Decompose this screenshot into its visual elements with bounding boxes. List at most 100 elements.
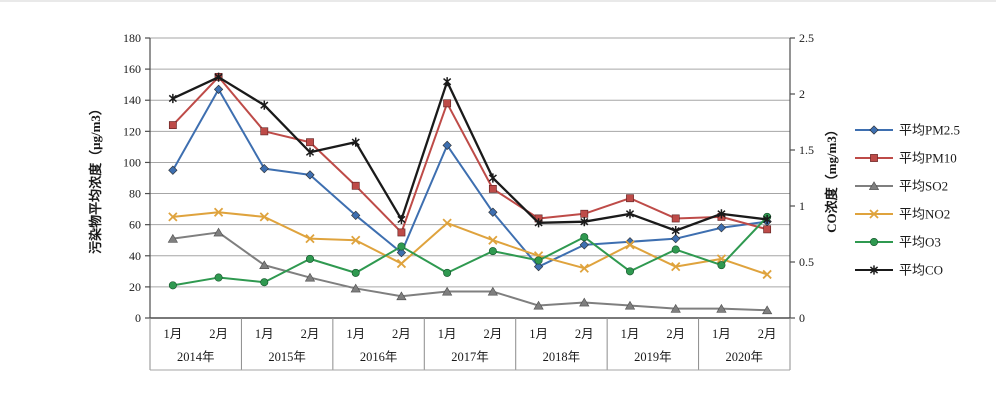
square-marker (168, 121, 177, 130)
square-marker (488, 184, 497, 193)
diamond-marker (488, 207, 498, 217)
triangle-marker (670, 303, 681, 313)
circle-marker (214, 273, 223, 282)
square-marker (397, 228, 406, 237)
diamond-marker (213, 84, 224, 94)
triangle-marker (716, 303, 727, 313)
series-line (172, 76, 768, 232)
year-tick-label: 2019年 (634, 350, 672, 364)
circle-marker (534, 256, 543, 265)
month-tick-label: 1月 (621, 327, 640, 341)
diamond-marker (671, 234, 681, 244)
asterisk-marker (443, 77, 452, 87)
diamond-marker (869, 125, 879, 135)
left-axis-tick-label: 140 (123, 93, 141, 107)
asterisk-marker (397, 214, 406, 225)
diamond-marker (716, 223, 727, 233)
triangle-marker (442, 286, 453, 296)
asterisk-marker (717, 209, 726, 219)
year-tick-label: 2017年 (451, 350, 489, 364)
triangle-marker (624, 300, 636, 310)
chart-legend: 平均PM2.5 平均PM10 平均SO2 平均NO2 平均O3 平均CO (855, 123, 960, 278)
square-marker (580, 209, 589, 218)
series-pm10 (168, 72, 772, 237)
month-tick-label: 2月 (301, 327, 320, 341)
left-axis-tick-label: 180 (123, 31, 141, 45)
left-axis-tick-label: 40 (129, 249, 141, 263)
diamond-marker (168, 165, 178, 175)
legend-label: 平均O3 (899, 235, 941, 250)
year-tick-label: 2016年 (360, 350, 398, 364)
legend-label: 平均PM2.5 (899, 123, 960, 138)
month-tick-label: 2月 (758, 327, 777, 341)
triangle-marker (868, 181, 880, 190)
asterisk-marker (168, 93, 177, 104)
legend-entry: 平均O3 (855, 235, 941, 250)
x-marker (671, 262, 681, 272)
year-tick-label: 2015年 (268, 350, 306, 364)
circle-marker (260, 278, 269, 287)
diamond-marker (396, 248, 407, 258)
legend-label: 平均CO (899, 263, 943, 278)
asterisk-marker (671, 226, 680, 236)
left-axis-tick-label: 120 (123, 124, 141, 138)
asterisk-marker (488, 173, 497, 183)
x-marker (213, 207, 224, 217)
left-axis-tick-label: 160 (123, 62, 141, 76)
circle-marker (717, 261, 726, 270)
asterisk-marker (763, 214, 772, 225)
square-marker (763, 225, 772, 234)
month-tick-label: 2月 (209, 327, 228, 341)
asterisk-marker (625, 209, 635, 219)
x-marker (396, 258, 407, 269)
circle-marker (869, 238, 878, 247)
x-marker (259, 212, 269, 222)
month-tick-label: 1月 (438, 327, 457, 341)
diamond-marker (305, 170, 315, 180)
year-tick-label: 2014年 (177, 350, 215, 364)
grid-layer (150, 37, 790, 319)
triangle-marker (167, 233, 178, 243)
diamond-marker (533, 262, 544, 272)
year-tick-label: 2020年 (726, 350, 764, 364)
triangle-marker (487, 286, 498, 296)
circle-marker (488, 247, 497, 256)
right-axis-tick-label: 0 (799, 311, 805, 325)
x-marker (305, 234, 315, 244)
right-axis-tick-label: 2.5 (799, 31, 814, 45)
triangle-marker (259, 260, 270, 270)
month-tick-label: 2月 (392, 327, 411, 341)
square-marker (351, 181, 360, 190)
square-marker (870, 154, 878, 162)
legend-label: 平均SO2 (899, 179, 948, 194)
circle-marker (443, 268, 452, 277)
series-so2 (167, 227, 773, 315)
month-tick-label: 2月 (666, 327, 685, 341)
legend-label: 平均NO2 (899, 207, 950, 222)
legend-entry: 平均CO (855, 263, 943, 278)
triangle-marker (396, 291, 407, 301)
month-tick-label: 1月 (346, 327, 365, 341)
square-marker (306, 138, 314, 147)
left-axis-tick-label: 0 (135, 311, 141, 325)
circle-marker (625, 267, 634, 276)
asterisk-marker (305, 147, 315, 157)
series-co (168, 72, 772, 236)
circle-marker (397, 242, 406, 251)
year-tick-label: 2018年 (543, 350, 581, 364)
triangle-marker (213, 227, 224, 237)
right-axis-tick-label: 1 (799, 199, 805, 213)
circle-marker (580, 233, 589, 242)
month-tick-label: 1月 (712, 327, 731, 341)
left-axis-tick-label: 80 (129, 187, 141, 201)
label-layer: 0 20 40 60 80 100 120 140 160 180 0 0.5 1 1.5 2 2.5 1月 2月… (123, 31, 814, 364)
triangle-marker (304, 272, 316, 282)
month-tick-label: 1月 (163, 327, 182, 341)
asterisk-marker (534, 218, 543, 228)
circle-marker (168, 281, 177, 290)
triangle-marker (579, 297, 590, 307)
x-marker (488, 235, 498, 245)
legend-entry: 平均PM10 (855, 151, 957, 166)
asterisk-marker (580, 217, 589, 227)
